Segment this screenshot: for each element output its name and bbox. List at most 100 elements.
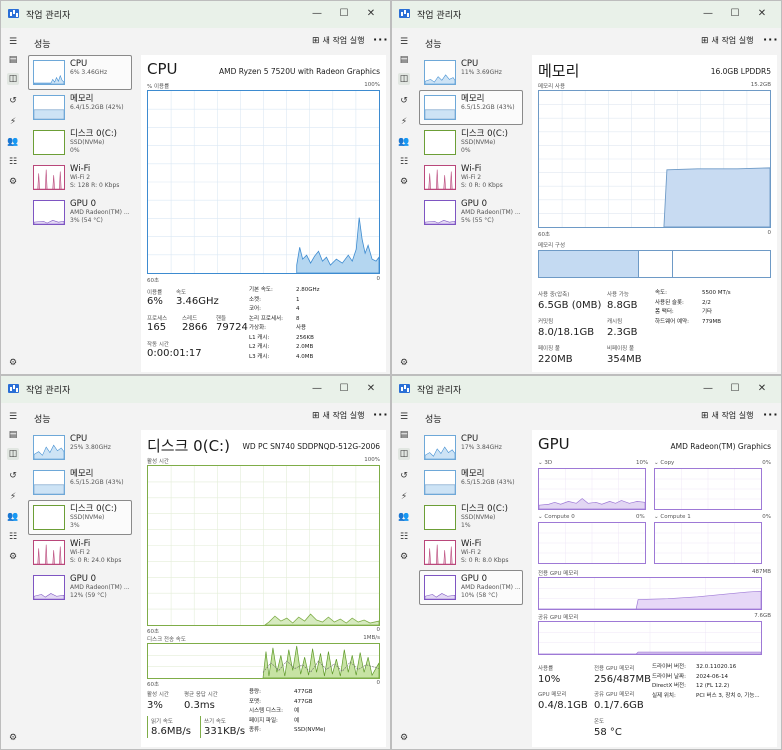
close-button[interactable]: ✕	[757, 8, 767, 19]
sidebar-item-disk[interactable]: 디스크 0(C:) SSD(NVMe) 3%	[28, 500, 132, 535]
minimize-button[interactable]: —	[703, 383, 713, 394]
hamburger-menu-icon[interactable]: ☰	[399, 37, 409, 47]
minimize-button[interactable]: —	[312, 8, 322, 19]
users-icon[interactable]: 👥	[398, 137, 410, 147]
users-icon[interactable]: 👥	[7, 137, 19, 147]
more-options-button[interactable]: ···	[373, 33, 389, 46]
run-new-task-button[interactable]: ⊞ 새 작업 실행	[312, 35, 364, 46]
app-history-icon[interactable]: ↺	[9, 96, 17, 106]
services-icon[interactable]: ⚙	[8, 552, 18, 562]
detail-key: 페이지 파일:	[249, 717, 278, 724]
performance-icon[interactable]: ◫	[7, 448, 19, 460]
processes-icon[interactable]: ▤	[8, 55, 18, 65]
sidebar-item-memory[interactable]: 메모리 6.5/15.2GB (43%)	[28, 465, 132, 500]
maximize-button[interactable]: ☐	[339, 383, 349, 394]
chart-min: 0	[767, 230, 772, 236]
processes-icon[interactable]: ▤	[8, 430, 18, 440]
startup-apps-icon[interactable]: ⚡	[400, 117, 408, 127]
engine-compute0-chart[interactable]	[538, 522, 646, 564]
close-button[interactable]: ✕	[366, 383, 376, 394]
processes-icon[interactable]: ▤	[399, 55, 409, 65]
sidebar-item-sub: 11% 3.69GHz	[461, 69, 502, 76]
sidebar-item-disk[interactable]: 디스크 0(C:) SSD(NVMe) 1%	[419, 500, 523, 535]
run-new-task-button[interactable]: ⊞ 새 작업 실행	[701, 410, 753, 421]
sidebar-item-sub: 17% 3.84GHz	[461, 444, 502, 451]
sidebar-item-disk[interactable]: 디스크 0(C:) SSD(NVMe) 0%	[419, 125, 523, 160]
maximize-button[interactable]: ☐	[339, 8, 349, 19]
sidebar-item-memory[interactable]: 메모리 6.5/15.2GB (43%)	[419, 90, 523, 125]
sidebar-item-gpu[interactable]: GPU 0 AMD Radeon(TM) ... 3% (54 °C)	[28, 195, 132, 230]
sidebar-item-wifi[interactable]: Wi-Fi Wi-Fi 2 S: 0 R: 0 Kbps	[419, 160, 523, 195]
app-history-icon[interactable]: ↺	[9, 471, 17, 481]
hamburger-menu-icon[interactable]: ☰	[399, 412, 409, 422]
sidebar-item-wifi[interactable]: Wi-Fi Wi-Fi 2 S: 128 R: 0 Kbps	[28, 160, 132, 195]
sidebar-item-disk[interactable]: 디스크 0(C:) SSD(NVMe) 0%	[28, 125, 132, 160]
sidebar-item-gpu[interactable]: GPU 0 AMD Radeon(TM) ... 5% (55 °C)	[419, 195, 523, 230]
performance-icon[interactable]: ◫	[7, 73, 19, 85]
sidebar-item-gpu[interactable]: GPU 0 AMD Radeon(TM) ... 10% (58 °C)	[419, 570, 523, 605]
maximize-button[interactable]: ☐	[730, 8, 740, 19]
chart-time-span: 60초	[147, 278, 160, 284]
page-title: 성능	[425, 415, 442, 425]
sidebar-item-cpu[interactable]: CPU 11% 3.69GHz	[419, 55, 523, 90]
services-icon[interactable]: ⚙	[399, 177, 409, 187]
users-icon[interactable]: 👥	[398, 512, 410, 522]
startup-apps-icon[interactable]: ⚡	[9, 117, 17, 127]
sidebar-item-wifi[interactable]: Wi-Fi Wi-Fi 2 S: 0 R: 8.0 Kbps	[419, 535, 523, 570]
sidebar-item-cpu[interactable]: CPU 6% 3.46GHz	[28, 55, 132, 90]
maximize-button[interactable]: ☐	[730, 383, 740, 394]
performance-icon[interactable]: ◫	[398, 448, 410, 460]
shared-memory-max: 7.6GB	[754, 613, 771, 619]
more-options-button[interactable]: ···	[373, 408, 389, 421]
processes-icon[interactable]: ▤	[399, 430, 409, 440]
memory-usage-graph	[539, 91, 770, 227]
app-history-icon[interactable]: ↺	[400, 471, 408, 481]
engine-compute1-chart[interactable]	[654, 522, 762, 564]
details-icon[interactable]: ☷	[8, 532, 18, 542]
close-button[interactable]: ✕	[757, 383, 767, 394]
sidebar-item-memory[interactable]: 메모리 6.5/15.2GB (43%)	[419, 465, 523, 500]
run-new-task-button[interactable]: ⊞ 새 작업 실행	[312, 410, 364, 421]
startup-apps-icon[interactable]: ⚡	[400, 492, 408, 502]
engine-3d-label: ⌄ 3D	[538, 460, 553, 466]
close-button[interactable]: ✕	[366, 8, 376, 19]
read-speed-marker	[147, 716, 148, 738]
settings-icon[interactable]: ⚙	[8, 733, 18, 743]
sidebar-item-label: CPU	[70, 59, 88, 69]
app-history-icon[interactable]: ↺	[400, 96, 408, 106]
settings-icon[interactable]: ⚙	[8, 358, 18, 368]
sidebar-item-gpu[interactable]: GPU 0 AMD Radeon(TM) ... 12% (59 °C)	[28, 570, 132, 605]
hamburger-menu-icon[interactable]: ☰	[8, 412, 18, 422]
sidebar-item-memory[interactable]: 메모리 6.4/15.2GB (42%)	[28, 90, 132, 125]
services-icon[interactable]: ⚙	[399, 552, 409, 562]
settings-icon[interactable]: ⚙	[399, 358, 409, 368]
disk-active-time-graph	[148, 466, 379, 625]
sidebar-item-cpu[interactable]: CPU 25% 3.80GHz	[28, 430, 132, 465]
sidebar-item-cpu[interactable]: CPU 17% 3.84GHz	[419, 430, 523, 465]
services-icon[interactable]: ⚙	[8, 177, 18, 187]
hamburger-menu-icon[interactable]: ☰	[8, 37, 18, 47]
details-icon[interactable]: ☷	[8, 157, 18, 167]
page-title: 성능	[34, 40, 51, 50]
sidebar-item-wifi[interactable]: Wi-Fi Wi-Fi 2 S: 0 R: 24.0 Kbps	[28, 535, 132, 570]
available-label: 사용 가능	[607, 292, 629, 298]
more-options-button[interactable]: ···	[763, 408, 779, 421]
transfer-rate-caption: 디스크 전송 속도	[147, 637, 186, 643]
uptime-label: 작동 시간	[147, 342, 169, 348]
details-icon[interactable]: ☷	[399, 157, 409, 167]
sidebar-item-label: CPU	[461, 434, 479, 444]
minimize-button[interactable]: —	[703, 8, 713, 19]
performance-icon[interactable]: ◫	[398, 73, 410, 85]
minimize-button[interactable]: —	[312, 383, 322, 394]
details-icon[interactable]: ☷	[399, 532, 409, 542]
users-icon[interactable]: 👥	[7, 512, 19, 522]
nav-rail: ☰ ▤ ◫ ↺ ⚡ 👥 ☷ ⚙ ⚙	[1, 403, 25, 749]
shared-gpu-memory-value: 0.1/7.6GB	[594, 700, 644, 711]
engine-3d-chart[interactable]	[538, 468, 646, 510]
more-options-button[interactable]: ···	[763, 33, 779, 46]
disk-thumbnail	[33, 130, 65, 155]
run-new-task-button[interactable]: ⊞ 새 작업 실행	[701, 35, 753, 46]
startup-apps-icon[interactable]: ⚡	[9, 492, 17, 502]
settings-icon[interactable]: ⚙	[399, 733, 409, 743]
engine-copy-chart[interactable]	[654, 468, 762, 510]
